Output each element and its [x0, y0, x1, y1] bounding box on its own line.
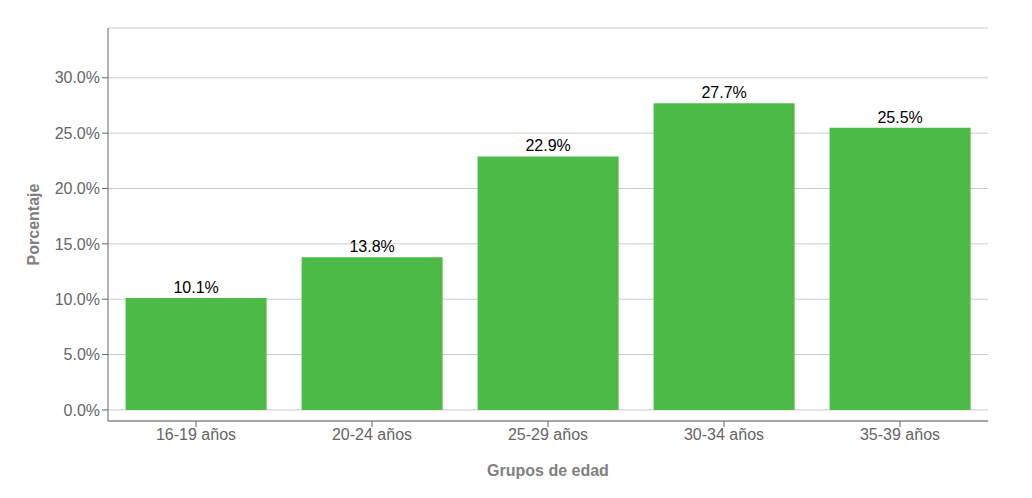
svg-text:25.5%: 25.5%: [877, 109, 922, 126]
svg-text:30.0%: 30.0%: [55, 69, 100, 86]
svg-text:10.1%: 10.1%: [173, 279, 218, 296]
svg-text:16-19 años: 16-19 años: [156, 426, 236, 443]
svg-text:0.0%: 0.0%: [64, 402, 100, 419]
svg-text:22.9%: 22.9%: [525, 137, 570, 154]
svg-text:5.0%: 5.0%: [64, 346, 100, 363]
svg-text:35-39 años: 35-39 años: [860, 426, 940, 443]
svg-text:Grupos de edad: Grupos de edad: [487, 462, 609, 479]
svg-text:10.0%: 10.0%: [55, 291, 100, 308]
svg-text:25.0%: 25.0%: [55, 125, 100, 142]
svg-text:20-24 años: 20-24 años: [332, 426, 412, 443]
svg-text:30-34 años: 30-34 años: [684, 426, 764, 443]
svg-text:Porcentaje: Porcentaje: [25, 183, 42, 265]
svg-text:13.8%: 13.8%: [349, 238, 394, 255]
svg-text:25-29 años: 25-29 años: [508, 426, 588, 443]
svg-text:15.0%: 15.0%: [55, 236, 100, 253]
svg-text:20.0%: 20.0%: [55, 180, 100, 197]
svg-text:27.7%: 27.7%: [701, 84, 746, 101]
